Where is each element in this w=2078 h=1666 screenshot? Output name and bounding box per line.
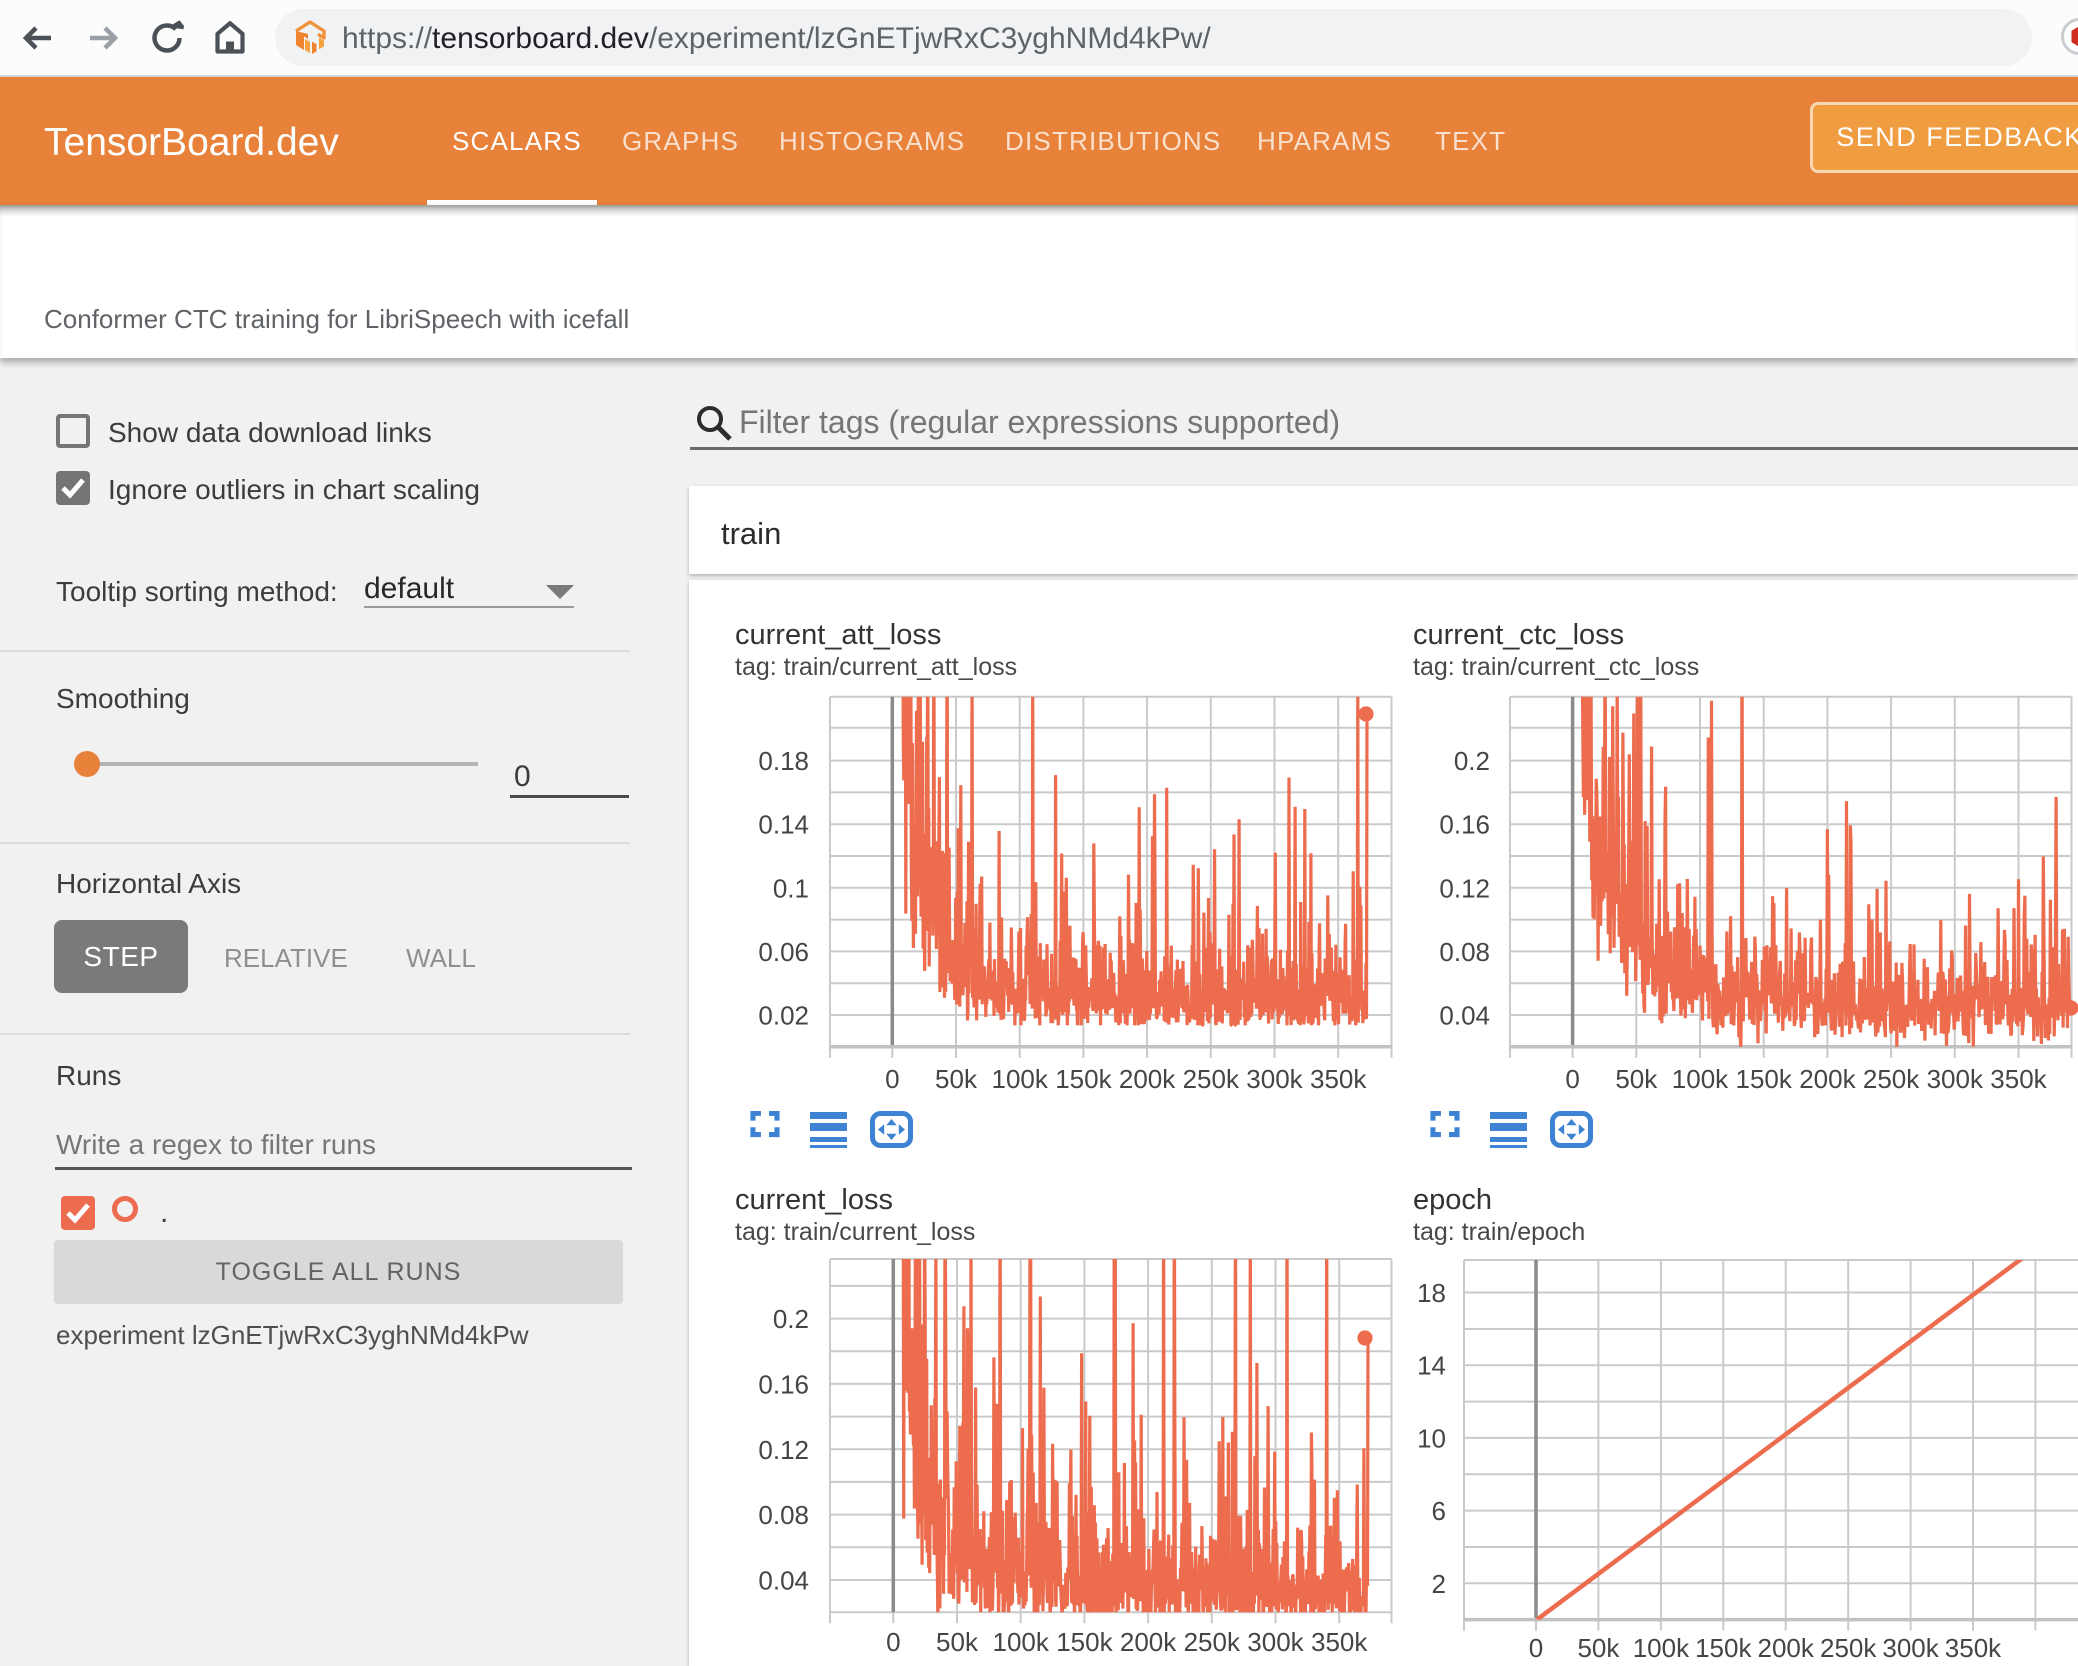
svg-text:50k: 50k	[935, 1064, 978, 1094]
svg-text:0.2: 0.2	[773, 1304, 809, 1334]
svg-text:0.06: 0.06	[758, 937, 809, 967]
svg-text:18: 18	[1417, 1278, 1446, 1308]
svg-text:100k: 100k	[1672, 1064, 1729, 1094]
svg-text:100k: 100k	[993, 1627, 1050, 1657]
svg-text:0.12: 0.12	[758, 1435, 809, 1465]
svg-text:tag: train/epoch: tag: train/epoch	[1413, 1218, 1585, 1246]
svg-text:150k: 150k	[1056, 1627, 1113, 1657]
svg-text:0.04: 0.04	[758, 1566, 809, 1596]
svg-text:current_att_loss: current_att_loss	[735, 619, 941, 651]
svg-text:250k: 250k	[1183, 1064, 1240, 1094]
svg-text:300k: 300k	[1882, 1633, 1939, 1663]
svg-text:0: 0	[886, 1627, 900, 1657]
svg-text:300k: 300k	[1246, 1064, 1303, 1094]
svg-text:100k: 100k	[992, 1064, 1049, 1094]
svg-text:200k: 200k	[1799, 1064, 1856, 1094]
svg-text:250k: 250k	[1863, 1064, 1920, 1094]
svg-text:0: 0	[1565, 1064, 1579, 1094]
svg-text:350k: 350k	[1311, 1627, 1368, 1657]
svg-text:200k: 200k	[1120, 1627, 1177, 1657]
svg-text:tag: train/current_att_loss: tag: train/current_att_loss	[735, 653, 1017, 681]
svg-text:250k: 250k	[1820, 1633, 1877, 1663]
svg-text:0.12: 0.12	[1439, 873, 1490, 903]
svg-text:350k: 350k	[1945, 1633, 2002, 1663]
svg-text:14: 14	[1417, 1351, 1446, 1381]
svg-text:6: 6	[1432, 1496, 1446, 1526]
svg-text:2: 2	[1432, 1569, 1446, 1599]
svg-text:250k: 250k	[1184, 1627, 1241, 1657]
svg-text:200k: 200k	[1758, 1633, 1815, 1663]
svg-text:0.2: 0.2	[1454, 746, 1490, 776]
svg-text:50k: 50k	[936, 1627, 979, 1657]
svg-text:50k: 50k	[1577, 1633, 1620, 1663]
svg-text:150k: 150k	[1695, 1633, 1752, 1663]
svg-text:300k: 300k	[1927, 1064, 1984, 1094]
svg-text:350k: 350k	[1310, 1064, 1367, 1094]
svg-text:epoch: epoch	[1413, 1184, 1492, 1216]
svg-text:150k: 150k	[1736, 1064, 1793, 1094]
svg-text:0: 0	[1529, 1633, 1543, 1663]
svg-text:0: 0	[885, 1064, 899, 1094]
svg-text:0.18: 0.18	[758, 746, 809, 776]
svg-text:tag: train/current_loss: tag: train/current_loss	[735, 1218, 975, 1246]
svg-text:0.02: 0.02	[758, 1001, 809, 1031]
svg-text:350k: 350k	[1990, 1064, 2047, 1094]
svg-text:50k: 50k	[1615, 1064, 1658, 1094]
svg-text:0.08: 0.08	[758, 1500, 809, 1530]
svg-text:100k: 100k	[1633, 1633, 1690, 1663]
svg-text:tag: train/current_ctc_loss: tag: train/current_ctc_loss	[1413, 653, 1699, 681]
svg-text:300k: 300k	[1247, 1627, 1304, 1657]
svg-text:0.14: 0.14	[758, 810, 809, 840]
svg-text:200k: 200k	[1119, 1064, 1176, 1094]
svg-text:10: 10	[1417, 1423, 1446, 1453]
svg-text:0.04: 0.04	[1439, 1001, 1490, 1031]
svg-text:0.1: 0.1	[773, 873, 809, 903]
svg-text:0.16: 0.16	[1439, 810, 1490, 840]
svg-text:0.08: 0.08	[1439, 937, 1490, 967]
svg-text:current_loss: current_loss	[735, 1184, 893, 1216]
svg-text:0.16: 0.16	[758, 1369, 809, 1399]
svg-text:current_ctc_loss: current_ctc_loss	[1413, 619, 1624, 651]
svg-text:150k: 150k	[1055, 1064, 1112, 1094]
